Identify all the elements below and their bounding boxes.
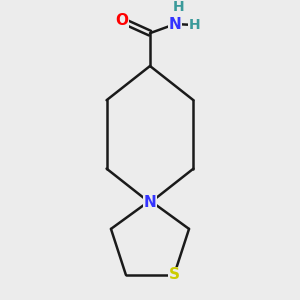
Text: N: N bbox=[169, 16, 182, 32]
Text: H: H bbox=[188, 18, 200, 32]
Text: S: S bbox=[169, 267, 180, 282]
Text: O: O bbox=[115, 13, 128, 28]
Text: H: H bbox=[173, 0, 184, 14]
Text: N: N bbox=[144, 195, 156, 210]
